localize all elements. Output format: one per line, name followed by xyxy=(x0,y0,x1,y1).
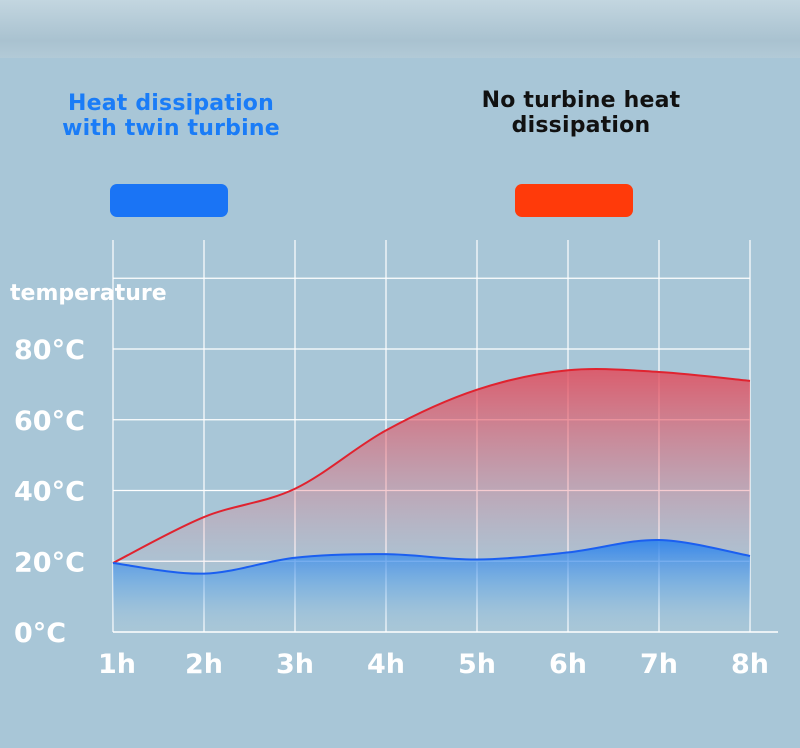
x-tick-label-7h: 7h xyxy=(640,649,678,680)
x-tick-label-5h: 5h xyxy=(458,649,496,680)
legend-label-twin-turbine: Heat dissipation with twin turbine xyxy=(62,91,280,141)
x-tick-label-3h: 3h xyxy=(276,649,314,680)
y-tick-label-1: 20°C xyxy=(14,547,85,578)
legend-swatch-twin-turbine xyxy=(110,184,228,217)
x-tick-label-6h: 6h xyxy=(549,649,587,680)
top-banner xyxy=(0,0,800,58)
line-twin-turbine xyxy=(112,539,751,575)
area-twin-turbine xyxy=(113,539,750,632)
y-tick-label-3: 60°C xyxy=(14,406,85,437)
y-axis-title: temperature xyxy=(10,281,167,306)
x-tick-label-8h: 8h xyxy=(731,649,769,680)
x-tick-label-1h: 1h xyxy=(98,649,136,680)
y-tick-label-4: 80°C xyxy=(14,335,85,366)
legend-label-no-turbine: No turbine heat dissipation xyxy=(481,88,681,138)
y-tick-label-2: 40°C xyxy=(14,477,85,508)
x-tick-label-2h: 2h xyxy=(185,649,223,680)
y-tick-label-0: 0°C xyxy=(14,618,66,649)
legend-swatch-no-turbine xyxy=(515,184,633,217)
x-tick-label-4h: 4h xyxy=(367,649,405,680)
line-no-turbine xyxy=(112,367,751,564)
